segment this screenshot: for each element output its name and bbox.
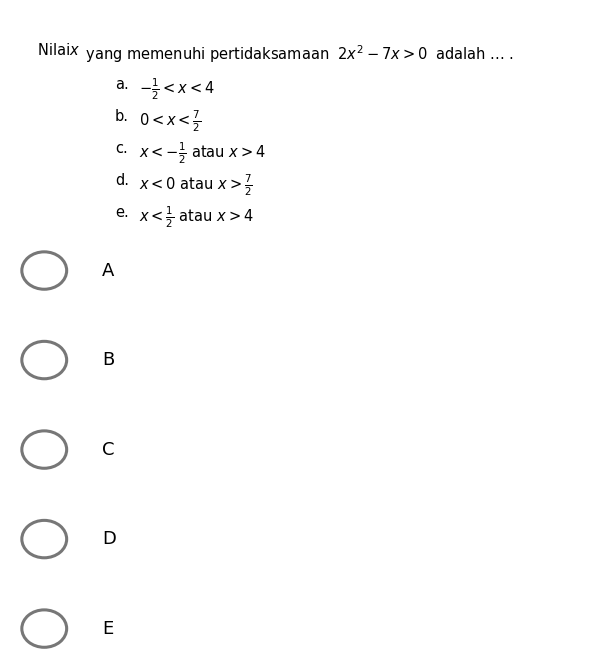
Text: b.: b.	[115, 109, 129, 124]
Text: $x < \frac{1}{2}$ atau $x > 4$: $x < \frac{1}{2}$ atau $x > 4$	[139, 205, 253, 230]
Text: E: E	[102, 620, 113, 637]
Text: a.: a.	[115, 77, 129, 92]
Text: Nilai: Nilai	[38, 43, 75, 58]
Text: $x < 0$ atau $x > \frac{7}{2}$: $x < 0$ atau $x > \frac{7}{2}$	[139, 173, 253, 198]
Text: A: A	[102, 262, 114, 279]
Text: d.: d.	[115, 173, 129, 188]
Text: yang memenuhi pertidaksamaan  $2x^2 - 7x > 0$  adalah ... .: yang memenuhi pertidaksamaan $2x^2 - 7x …	[81, 43, 514, 65]
Text: $x < -\frac{1}{2}$ atau $x > 4$: $x < -\frac{1}{2}$ atau $x > 4$	[139, 141, 266, 166]
Text: $-\frac{1}{2} < x < 4$: $-\frac{1}{2} < x < 4$	[139, 77, 214, 102]
Text: $0 < x < \frac{7}{2}$: $0 < x < \frac{7}{2}$	[139, 109, 201, 134]
Text: C: C	[102, 441, 114, 458]
Text: c.: c.	[115, 141, 128, 156]
Text: $x$: $x$	[69, 43, 80, 58]
Text: D: D	[102, 530, 116, 548]
Text: B: B	[102, 351, 114, 369]
Text: e.: e.	[115, 205, 129, 220]
